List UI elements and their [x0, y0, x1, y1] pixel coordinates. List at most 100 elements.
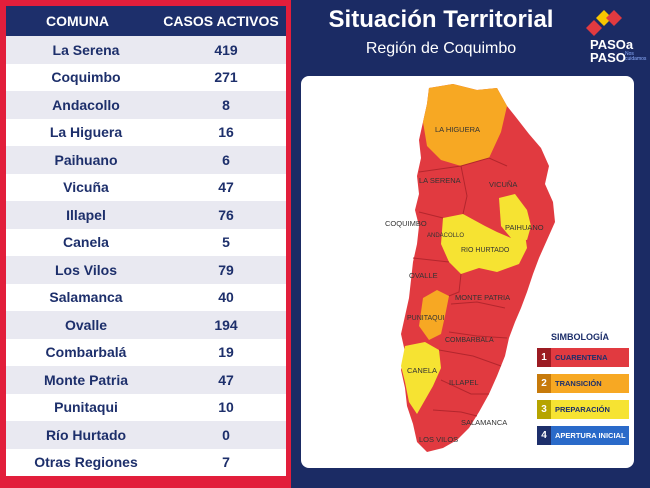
cell-casos: 10: [218, 399, 234, 416]
table-row: Combarbalá 19: [6, 338, 286, 366]
region-map: LA HIGUERA LA SERENA VICUÑA COQUIMBO AND…: [385, 84, 555, 452]
cell-casos: 194: [214, 316, 238, 333]
legend: SIMBOLOGÍA 1 CUARENTENA 2 TRANSICIÓN 3 PREPAR…: [537, 332, 629, 452]
column-header-comuna: COMUNA: [46, 13, 109, 29]
zone-rio-hurtado: [441, 214, 527, 274]
table-row: La Higuera 16: [6, 118, 286, 146]
cell-casos: 271: [214, 69, 238, 86]
cell-casos: 0: [222, 426, 230, 443]
table-row: Canela 5: [6, 228, 286, 256]
cell-comuna: Vicuña: [63, 179, 109, 196]
label-canela: CANELA: [407, 366, 437, 375]
cell-comuna: Ovalle: [64, 316, 108, 333]
cell-comuna: Illapel: [66, 206, 106, 223]
cell-comuna: Los Vilos: [55, 261, 117, 278]
zone-canela: [401, 342, 441, 414]
cases-table: COMUNA CASOS ACTIVOS La Serena 419 Coquimb…: [6, 6, 286, 476]
legend-number: 1: [537, 348, 551, 367]
paso-a-paso-logo: PASOa PASO Nos cuidamos: [584, 8, 646, 68]
cell-casos: 16: [218, 124, 234, 141]
table-header: COMUNA CASOS ACTIVOS: [6, 6, 286, 36]
table-row: Río Hurtado 0: [6, 421, 286, 449]
cell-comuna: Otras Regiones: [34, 454, 138, 471]
label-monte-patria: MONTE PATRIA: [455, 293, 510, 302]
label-coquimbo: COQUIMBO: [385, 219, 427, 228]
label-ovalle: OVALLE: [409, 271, 438, 280]
map-labels: LA HIGUERA LA SERENA VICUÑA COQUIMBO AND…: [385, 125, 544, 444]
cell-comuna: Combarbalá: [45, 344, 127, 361]
cell-casos: 8: [222, 96, 230, 113]
legend-label: CUARENTENA: [551, 348, 629, 367]
label-los-vilos: LOS VILOS: [419, 435, 458, 444]
cell-comuna: Andacollo: [52, 96, 120, 113]
table-row: La Serena 419: [6, 36, 286, 64]
page-subtitle: Región de Coquimbo: [365, 40, 517, 57]
label-salamanca: SALAMANCA: [461, 418, 507, 427]
cell-comuna: Monte Patria: [43, 371, 128, 388]
label-illapel: ILLAPEL: [449, 378, 479, 387]
cell-casos: 76: [218, 206, 234, 223]
table-row: Punitaqui 10: [6, 393, 286, 421]
cell-casos: 19: [218, 344, 234, 361]
cell-comuna: Canela: [63, 234, 109, 251]
table-row: Ovalle 194: [6, 311, 286, 339]
label-paihuano: PAIHUANO: [505, 223, 544, 232]
cell-comuna: La Higuera: [49, 124, 123, 141]
cell-comuna: Punitaqui: [54, 399, 118, 416]
logo-line1: PASOa: [590, 37, 634, 52]
legend-label: APERTURA INICIAL: [551, 426, 629, 445]
zone-punitaqui: [419, 290, 449, 340]
label-combarbala: COMBARBALA: [445, 337, 494, 344]
cell-casos: 47: [218, 179, 234, 196]
cell-casos: 7: [222, 454, 230, 471]
cell-comuna: Río Hurtado: [45, 426, 127, 443]
table-body: La Serena 419 Coquimbo 271 Andacollo 8 La Higu…: [6, 36, 286, 476]
page-title: Situación Territorial: [328, 6, 554, 33]
column-header-casos: CASOS ACTIVOS: [163, 13, 279, 29]
table-row: Paihuano 6: [6, 146, 286, 174]
legend-number: 4: [537, 426, 551, 445]
table-row: Salamanca 40: [6, 283, 286, 311]
commune-borders: [412, 157, 508, 417]
cell-casos: 419: [214, 41, 238, 58]
table-row: Coquimbo 271: [6, 63, 286, 91]
cases-table-panel: COMUNA CASOS ACTIVOS La Serena 419 Coquimb…: [0, 0, 291, 488]
table-row: Illapel 76: [6, 201, 286, 229]
label-la-serena: LA SERENA: [419, 176, 461, 185]
cell-comuna: Salamanca: [49, 289, 123, 306]
legend-item: 2 TRANSICIÓN: [537, 374, 629, 393]
territorial-panel: Situación Territorial Región de Coquimbo…: [291, 0, 650, 488]
legend-item: 4 APERTURA INICIAL: [537, 426, 629, 445]
cell-casos: 5: [222, 234, 230, 251]
label-vicuna: VICUÑA: [489, 180, 517, 189]
label-rio-hurtado: RIO HURTADO: [461, 247, 510, 254]
legend-item: 3 PREPARACIÓN: [537, 400, 629, 419]
cell-casos: 6: [222, 151, 230, 168]
cell-comuna: La Serena: [52, 41, 120, 58]
label-la-higuera: LA HIGUERA: [435, 125, 480, 134]
label-andacollo: ANDACOLLO: [427, 233, 464, 239]
logo-line2: PASO: [590, 50, 626, 65]
cell-casos: 40: [218, 289, 234, 306]
table-row: Monte Patria 47: [6, 366, 286, 394]
legend-number: 3: [537, 400, 551, 419]
legend-item: 1 CUARENTENA: [537, 348, 629, 367]
cell-comuna: Coquimbo: [51, 69, 121, 86]
cell-casos: 47: [218, 371, 234, 388]
label-punitaqui: PUNITAQUI: [407, 315, 445, 322]
legend-label: TRANSICIÓN: [551, 374, 629, 393]
zone-paihuano: [499, 194, 531, 240]
map-card: LA HIGUERA LA SERENA VICUÑA COQUIMBO AND…: [301, 76, 634, 468]
cell-casos: 79: [218, 261, 234, 278]
table-row: Otras Regiones 7: [6, 448, 286, 476]
zone-la-higuera: [423, 84, 507, 166]
table-row: Vicuña 47: [6, 173, 286, 201]
logo-tagline: Nos cuidamos: [625, 51, 647, 62]
logo-mark-icon: [586, 10, 622, 36]
legend-title: SIMBOLOGÍA: [551, 332, 609, 342]
legend-number: 2: [537, 374, 551, 393]
table-row: Los Vilos 79: [6, 256, 286, 284]
table-row: Andacollo 8: [6, 91, 286, 119]
legend-label: PREPARACIÓN: [551, 400, 629, 419]
cell-comuna: Paihuano: [54, 151, 118, 168]
